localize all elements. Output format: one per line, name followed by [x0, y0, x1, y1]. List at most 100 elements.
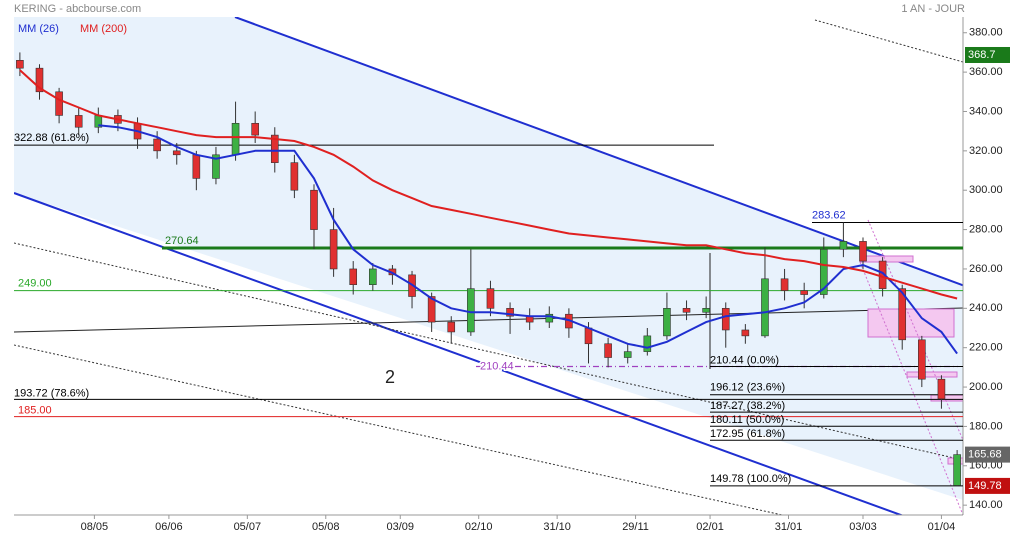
candle-body: [800, 290, 808, 295]
y-tick-label: 360.00: [969, 66, 1003, 78]
candle-body: [251, 122, 259, 136]
candle-body: [447, 321, 456, 333]
chart-subtitle: 1 AN - JOUR: [901, 3, 965, 15]
x-tick-label: 05/08: [312, 521, 340, 533]
candle-body: [663, 308, 671, 337]
candle-body: [369, 268, 377, 285]
candle-body: [702, 308, 710, 313]
pink-line: [859, 261, 963, 515]
level-label: 322.88 (61.8%): [14, 132, 89, 144]
channel-bottom: [14, 192, 904, 515]
candle-body: [839, 241, 848, 250]
candle-body: [918, 339, 926, 380]
chart-title: KERING - abcbourse.com: [14, 3, 141, 15]
candle-body: [172, 150, 181, 156]
y-tick-label: 340.00: [969, 105, 1003, 117]
candle-body: [819, 248, 828, 295]
zone: [906, 371, 958, 378]
candle-body: [427, 296, 436, 323]
channel-top: [234, 17, 963, 287]
candle-body: [741, 329, 750, 337]
ma-line: [19, 69, 958, 300]
price-tag: [965, 446, 1010, 463]
candle-body: [74, 115, 83, 128]
candle-body: [486, 288, 495, 309]
y-tick-label: 280.00: [969, 223, 1003, 235]
candle-body: [467, 288, 475, 333]
price-tag: [965, 46, 1010, 63]
level-label: 210.44: [480, 360, 514, 372]
candle-body: [780, 278, 789, 291]
x-tick-label: 31/10: [543, 521, 571, 533]
level-label: 172.95 (61.8%): [710, 428, 785, 440]
legend-label: MM (26): [18, 23, 59, 35]
y-tick-label: 180.00: [969, 420, 1003, 432]
y-tick-label: 320.00: [969, 145, 1003, 157]
y-tick-label: 380.00: [969, 27, 1003, 39]
candle-body: [290, 162, 299, 191]
x-tick-label: 03/09: [387, 521, 415, 533]
candle-body: [310, 189, 318, 230]
zone: [930, 394, 963, 402]
price-tag: [965, 477, 1010, 494]
candle-body: [506, 308, 514, 317]
y-tick-label: 240.00: [969, 302, 1003, 314]
y-tick-label: 160.00: [969, 460, 1003, 472]
x-tick-label: 02/10: [465, 521, 493, 533]
x-tick-label: 31/01: [775, 521, 803, 533]
price-tag-label: 368.7: [968, 49, 996, 61]
y-tick-label: 200.00: [969, 381, 1003, 393]
level-label: 185.00: [18, 404, 52, 416]
x-tick-label: 03/03: [849, 521, 877, 533]
candle-body: [623, 351, 632, 358]
channel-fill: [14, 17, 963, 501]
candle-body: [643, 335, 652, 352]
dotted-line: [814, 19, 963, 63]
plot: [14, 52, 963, 487]
x-tick-label: 02/01: [696, 521, 724, 533]
x-tick-label: 29/11: [622, 521, 649, 533]
candle-body: [270, 134, 279, 163]
price-tag-label: 165.68: [968, 449, 1002, 461]
candle-body: [55, 91, 63, 116]
annotation: 2: [385, 367, 395, 387]
level-label: 187.27 (38.2%): [710, 400, 785, 412]
level-label: 196.12 (23.6%): [710, 382, 785, 394]
dotted-line: [14, 344, 785, 515]
candle-body: [604, 343, 612, 358]
candle-body: [349, 268, 358, 285]
x-tick-label: 08/05: [81, 521, 109, 533]
candle-body: [584, 327, 593, 345]
level-label: 149.78 (100.0%): [710, 473, 791, 485]
zone: [859, 255, 914, 263]
zone: [867, 308, 955, 338]
level-label: 283.62: [812, 209, 846, 221]
candle-body: [953, 454, 961, 486]
candle-body: [898, 288, 907, 341]
x-tick-label: 06/06: [155, 521, 183, 533]
y-tick-label: 220.00: [969, 342, 1003, 354]
candle-body: [192, 154, 201, 179]
candle-body: [937, 378, 946, 400]
price-tag-label: 149.78: [968, 480, 1002, 492]
legend-label: MM (200): [80, 23, 127, 35]
candle-body: [35, 67, 44, 93]
candle-body: [16, 60, 24, 69]
candle-body: [231, 122, 240, 156]
level-label: 210.44 (0.0%): [710, 354, 779, 366]
candle-body: [859, 241, 867, 262]
y-tick-label: 140.00: [969, 499, 1003, 511]
level-label: 249.00: [18, 278, 52, 290]
candle-body: [329, 229, 338, 270]
candle-body: [212, 154, 220, 179]
candle-body: [153, 138, 161, 152]
level-label: 193.72 (78.6%): [14, 387, 89, 399]
candle-body: [545, 313, 554, 323]
candle-body: [721, 308, 730, 331]
y-tick-label: 260.00: [969, 263, 1003, 275]
x-tick-label: 05/07: [234, 521, 262, 533]
candle-body: [682, 308, 691, 313]
ma-line: [98, 124, 958, 355]
